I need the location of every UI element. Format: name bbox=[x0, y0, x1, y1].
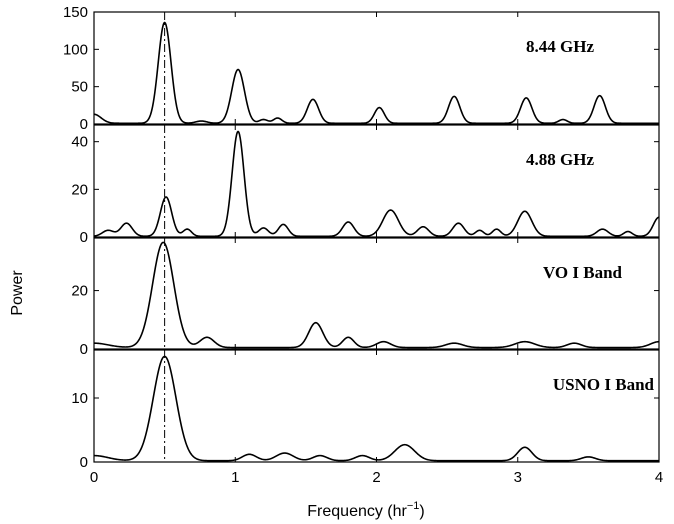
x-tick-label: 2 bbox=[372, 469, 380, 486]
x-tick-label: 0 bbox=[90, 469, 98, 486]
y-tick-label: 0 bbox=[80, 229, 88, 246]
x-axis-label: Frequency (hr−1) bbox=[307, 500, 424, 520]
series-line-panel-1 bbox=[93, 21, 660, 125]
panel-label-4: USNO I Band bbox=[553, 375, 655, 394]
y-tick-label: 20 bbox=[71, 181, 88, 198]
y-tick-label: 50 bbox=[71, 79, 88, 96]
y-tick-label: 20 bbox=[71, 283, 88, 300]
y-tick-label: 0 bbox=[80, 116, 88, 133]
y-tick-label: 0 bbox=[80, 341, 88, 358]
x-axis-label-main: Frequency (hr bbox=[307, 503, 407, 520]
x-tick-label: 1 bbox=[231, 469, 239, 486]
y-tick-label: 10 bbox=[71, 390, 88, 407]
y-tick-label: 0 bbox=[80, 454, 88, 471]
y-tick-label: 150 bbox=[63, 4, 88, 21]
panel-frame-1 bbox=[93, 11, 660, 125]
y-tick-label: 40 bbox=[71, 134, 88, 151]
panel-label-1: 8.44 GHz bbox=[526, 37, 594, 56]
series-line-panel-3 bbox=[93, 241, 660, 349]
panel-frame-4 bbox=[93, 349, 660, 463]
y-axis-label: Power bbox=[9, 270, 26, 316]
x-axis-label-close: ) bbox=[419, 503, 424, 520]
panel-2: 0 20 40 4.88 GHz bbox=[71, 124, 660, 246]
panel-label-2: 4.88 GHz bbox=[526, 150, 594, 169]
panel-frame-3 bbox=[93, 237, 660, 350]
series-line-panel-4 bbox=[93, 355, 660, 462]
panel-3: 0 20 VO I Band bbox=[71, 237, 660, 358]
panel-1: 0 50 100 150 8.44 GHz bbox=[63, 4, 660, 133]
x-tick-label: 3 bbox=[514, 469, 522, 486]
panel-label-3: VO I Band bbox=[543, 263, 623, 282]
series-line-panel-2 bbox=[93, 130, 660, 238]
y-tick-label: 100 bbox=[63, 41, 88, 58]
panel-4: 0 10 USNO I Band bbox=[71, 349, 660, 471]
x-axis-label-sup: −1 bbox=[407, 500, 420, 512]
panel-frame-2 bbox=[93, 124, 660, 238]
x-tick-label: 4 bbox=[655, 469, 663, 486]
